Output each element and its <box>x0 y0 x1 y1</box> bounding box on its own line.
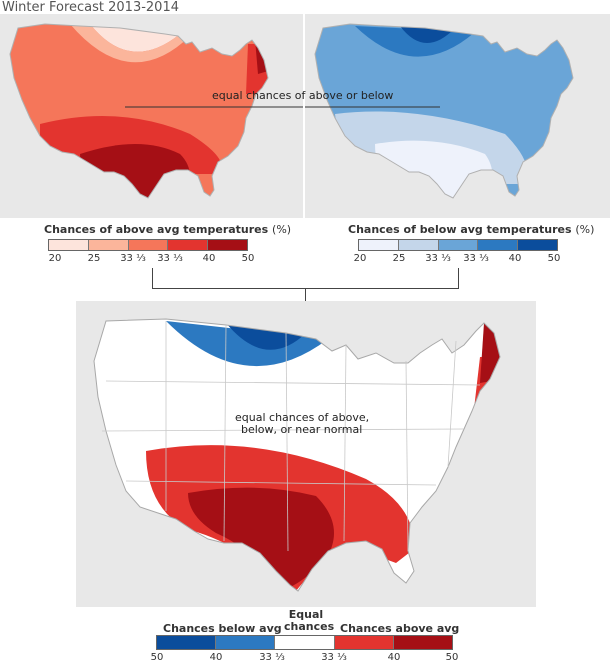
legend-above-swatch-25 <box>88 240 129 250</box>
map-above-average <box>0 14 303 218</box>
legend-combined-swatch-below-40 <box>216 636 276 649</box>
legend-below-tick: 25 <box>392 253 406 264</box>
legend-below-swatch-25 <box>398 240 439 250</box>
legend-below-swatch-50 <box>518 240 557 250</box>
legend-below-swatch-33 <box>438 240 479 250</box>
zone-above-25 <box>70 24 190 63</box>
legend-above-tick: 40 <box>202 253 216 264</box>
page-title: Winter Forecast 2013-2014 <box>2 0 179 15</box>
legend-combined-tick: 50 <box>150 652 164 663</box>
annotation-equal-chances-combined-2: below, or near normal <box>241 423 363 436</box>
legend-above-tick: 25 <box>87 253 101 264</box>
legend-above-tick: 20 <box>48 253 62 264</box>
legend-below-title: Chances of below avg temperatures (%) <box>348 223 595 236</box>
legend-above-swatch-40 <box>168 240 209 250</box>
legend-above-tick: 50 <box>241 253 255 264</box>
legend-combined-tick: 50 <box>445 652 459 663</box>
legend-above-title: Chances of above avg temperatures (%) <box>44 223 292 236</box>
legend-below-tick: 40 <box>508 253 522 264</box>
legend-combined-swatch-below-50 <box>157 636 217 649</box>
connector-left-vertical <box>152 268 153 288</box>
zone-combined-below-40 <box>166 321 328 367</box>
legend-combined-equal-label: Equal chances <box>284 608 335 633</box>
legend-below-tick: 20 <box>353 253 367 264</box>
map-below-average <box>305 14 610 218</box>
legend-combined-swatch-above-40 <box>334 636 394 649</box>
legend-above-swatch-33 <box>128 240 169 250</box>
map-combined <box>76 301 536 607</box>
legend-below-tick: 50 <box>547 253 561 264</box>
legend-above-bar <box>48 239 248 251</box>
legend-combined-above-label: Chances above avg <box>340 622 460 635</box>
legend-above-swatch-20 <box>49 240 89 250</box>
legend-above-tick: 33 ⅓ <box>157 253 183 264</box>
connector-right-vertical <box>458 268 459 288</box>
legend-combined-below-label: Chances below avg <box>163 622 282 635</box>
state-borders <box>101 321 481 552</box>
zone-above-20 <box>90 24 180 52</box>
legend-combined-tick: 33 ⅓ <box>321 652 347 663</box>
annotation-equal-chances-top: equal chances of above or below <box>212 89 394 102</box>
connector-center-vertical <box>305 288 306 306</box>
legend-below-tick: 33 ⅓ <box>425 253 451 264</box>
legend-combined-tick: 33 ⅓ <box>259 652 285 663</box>
legend-combined-swatch-above-50 <box>393 636 453 649</box>
legend-combined-tick: 40 <box>209 652 223 663</box>
legend-combined-tick: 40 <box>387 652 401 663</box>
legend-below-tick: 33 ⅓ <box>463 253 489 264</box>
legend-combined-swatch-equal <box>275 636 335 649</box>
legend-below-swatch-40 <box>478 240 519 250</box>
legend-below-swatch-20 <box>359 240 399 250</box>
legend-below-bar <box>358 239 558 251</box>
legend-combined-bar <box>156 635 453 650</box>
annotation-equal-chances-combined-1: equal chances of above, <box>235 411 370 424</box>
legend-above-swatch-50 <box>208 240 247 250</box>
legend-above-tick: 33 ⅓ <box>120 253 146 264</box>
